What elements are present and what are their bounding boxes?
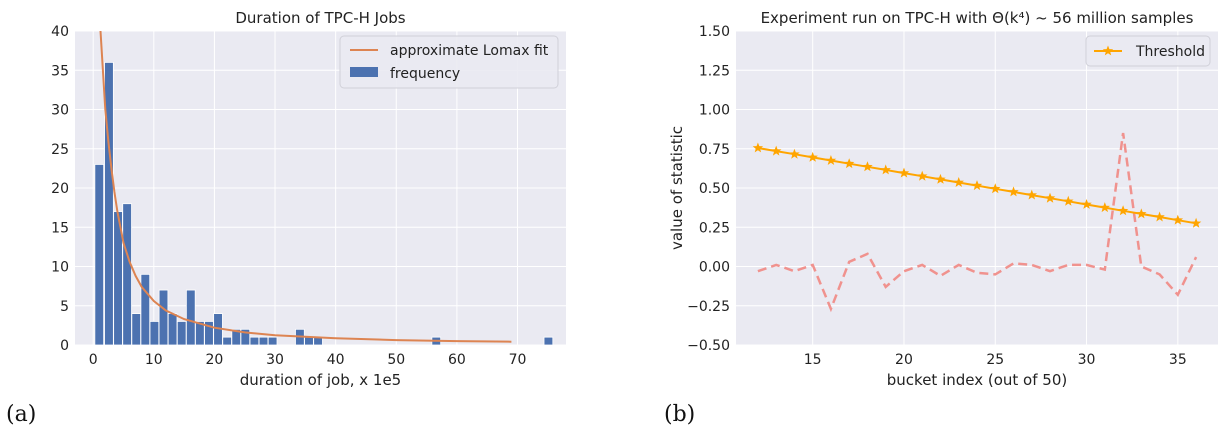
histogram-bar	[122, 203, 132, 346]
threshold-marker	[1172, 214, 1184, 225]
threshold-marker	[862, 161, 873, 172]
chart-b: 15 20 25 30 35 −0.50 −0.25 0.00 0.25 0.50 0.75 1.00…	[668, 9, 1218, 389]
legend-label: Threshold	[1135, 44, 1205, 60]
histogram-bar	[185, 289, 196, 346]
threshold-marker	[1136, 208, 1147, 219]
x-tick-label: 60	[448, 352, 466, 368]
histogram-bar	[258, 336, 269, 346]
chart-title: Duration of TPC-H Jobs	[235, 9, 405, 27]
chart-title: Experiment run on TPC-H with Θ(k⁴) ~ 56 …	[761, 9, 1194, 27]
y-tick-label: 30	[51, 103, 69, 119]
y-tick-label: −0.25	[687, 299, 730, 315]
y-tick-label: 5	[60, 299, 69, 315]
x-tick-label: 70	[509, 352, 527, 368]
y-tick-label: 0.25	[699, 220, 730, 236]
histogram-bar	[158, 289, 169, 346]
y-tick-label: 0.50	[699, 181, 730, 197]
y-tick-label: 0	[60, 338, 69, 354]
histogram-bar	[249, 336, 260, 346]
threshold-marker	[1063, 195, 1074, 206]
histogram-bar	[267, 336, 278, 346]
threshold-marker	[990, 183, 1001, 194]
y-tick-label: 25	[51, 142, 69, 158]
threshold-marker	[917, 170, 928, 181]
threshold-marker	[770, 145, 782, 156]
x-axis-label: duration of job, x 1e5	[240, 371, 401, 389]
histogram-bar	[94, 164, 105, 346]
y-axis-label: value of statistic	[668, 126, 686, 250]
histogram-bar	[304, 336, 314, 346]
x-tick-label: 50	[387, 352, 405, 368]
threshold-marker	[825, 155, 837, 165]
chart-a: 0 10 20 30 40 50 60 70 0 5 10 15 20 25 30 35 40 Duration …	[51, 9, 566, 389]
lomax-fit-line	[99, 31, 512, 343]
histogram-bar	[131, 313, 142, 346]
panel-label-a: (a)	[6, 402, 37, 427]
histogram-bar	[104, 62, 114, 346]
y-tick-label: 1.50	[699, 24, 730, 40]
threshold-marker	[1099, 202, 1110, 213]
legend-box	[339, 35, 559, 89]
y-tick-label: 0.75	[699, 142, 730, 158]
x-tick-label: 40	[327, 352, 345, 368]
histogram-bar	[167, 313, 178, 346]
x-tick-label: 35	[1169, 352, 1187, 368]
y-tick-label: 10	[51, 260, 69, 276]
x-tick-label: 20	[895, 352, 913, 368]
histogram-bar	[140, 273, 151, 346]
threshold-marker	[752, 142, 764, 153]
histogram-bar	[543, 336, 554, 346]
y-tick-label: 35	[51, 63, 69, 79]
y-tick-label: −0.50	[687, 338, 730, 354]
threshold-marker	[1026, 189, 1037, 200]
histogram-bar	[176, 321, 187, 346]
y-tick-label: 0.00	[699, 260, 730, 276]
x-axis-label: bucket index (out of 50)	[887, 371, 1067, 389]
y-tick-label: 15	[51, 220, 69, 236]
x-tick-label: 10	[145, 352, 163, 368]
legend-box	[1085, 35, 1211, 67]
legend-swatch-bar	[350, 67, 378, 77]
threshold-marker	[898, 167, 910, 178]
y-tick-label: 1.00	[699, 103, 730, 119]
legend-label: frequency	[390, 66, 460, 82]
histogram-bar	[222, 336, 232, 346]
threshold-marker	[880, 164, 891, 175]
threshold-marker	[953, 177, 964, 187]
y-tick-label: 40	[51, 24, 69, 40]
threshold-marker	[1154, 211, 1165, 222]
threshold-marker	[1044, 192, 1056, 203]
legend-swatch-marker	[1102, 45, 1114, 56]
x-tick-label: 20	[206, 352, 224, 368]
legend-label: approximate Lomax fit	[390, 43, 549, 59]
x-tick-label: 30	[1078, 352, 1096, 368]
threshold-marker	[935, 173, 946, 184]
threshold-marker	[1081, 199, 1092, 209]
threshold-marker	[807, 151, 818, 162]
x-tick-label: 0	[89, 352, 98, 368]
y-tick-label: 20	[51, 181, 69, 197]
statistic-line	[757, 132, 1198, 313]
histogram-bar	[149, 321, 160, 346]
x-tick-label: 25	[986, 352, 1004, 368]
threshold-marker	[789, 148, 800, 159]
threshold-marker	[1190, 217, 1202, 228]
threshold-marker	[1008, 186, 1019, 197]
threshold-marker	[1117, 205, 1129, 216]
y-tick-label: 1.25	[699, 63, 730, 79]
x-tick-label: 30	[266, 352, 284, 368]
threshold-marker	[971, 180, 983, 191]
x-tick-label: 15	[804, 352, 822, 368]
panel-label-b: (b)	[664, 402, 696, 427]
threshold-marker	[844, 158, 855, 169]
